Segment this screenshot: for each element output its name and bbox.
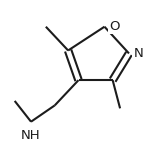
Text: NH: NH bbox=[21, 129, 41, 141]
Text: N: N bbox=[133, 47, 143, 60]
Text: O: O bbox=[109, 20, 120, 33]
